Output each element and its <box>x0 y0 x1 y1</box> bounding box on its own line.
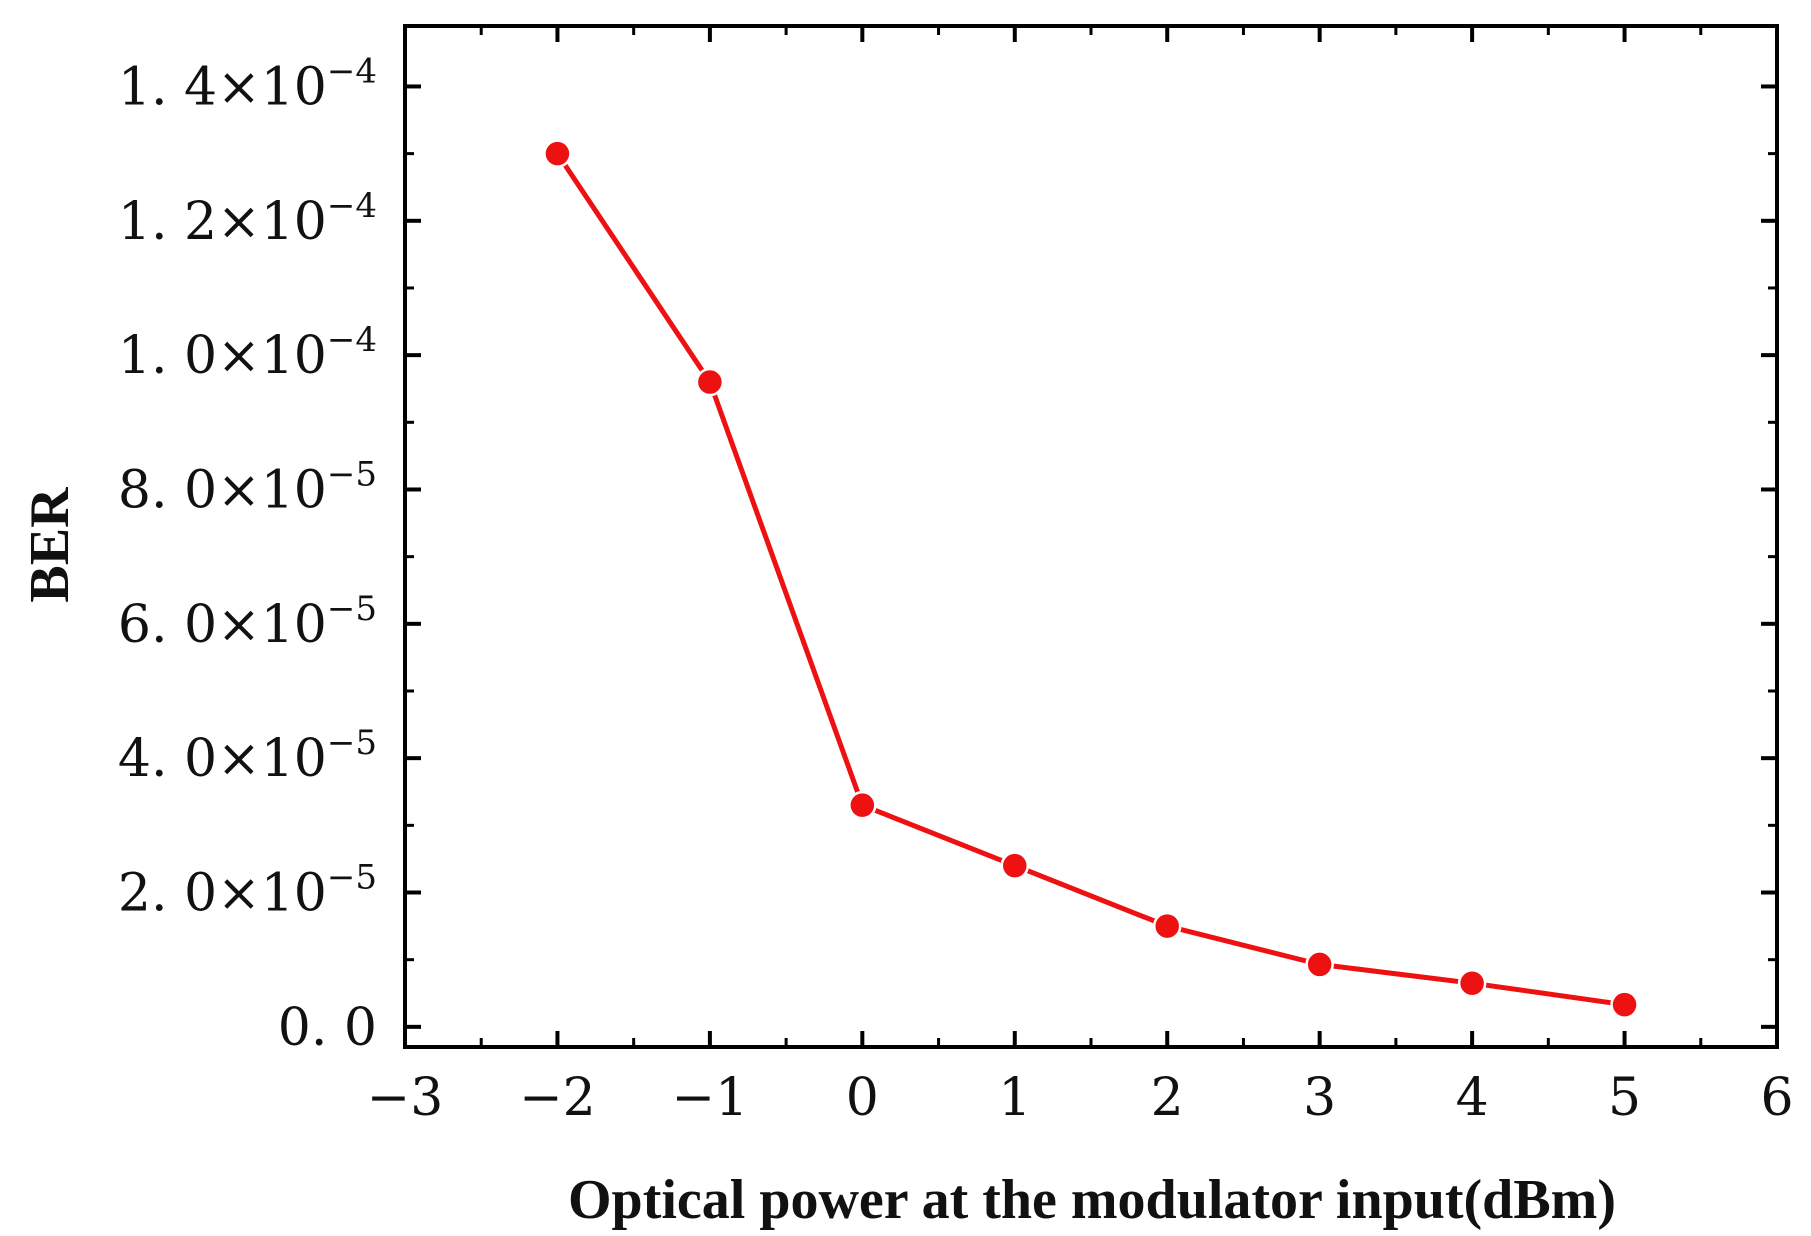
ber-data-point <box>695 367 725 397</box>
y-tick-label: 2. 0×10−5 <box>118 858 377 924</box>
y-tick-label: 1. 2×10−4 <box>118 186 377 252</box>
x-tick-label: 6 <box>1760 1068 1793 1128</box>
ber-data-point <box>1305 950 1334 979</box>
y-tick-label: 8. 0×10−5 <box>118 454 377 520</box>
y-tick-label: 1. 4×10−4 <box>118 51 377 117</box>
y-tick-label: 0. 0 <box>278 998 377 1058</box>
x-axis-title: Optical power at the modulator input(dBm… <box>568 1169 1616 1231</box>
x-tick-label: 1 <box>998 1068 1031 1128</box>
ber-data-point <box>543 139 572 168</box>
y-tick-label: 6. 0×10−5 <box>118 589 377 655</box>
x-tick-label: 4 <box>1456 1068 1489 1128</box>
x-axis-ticks: −3 −2 −1 0 1 2 3 4 5 6 <box>367 26 1794 1128</box>
y-axis-title: BER <box>19 487 81 603</box>
x-tick-label: −2 <box>519 1068 596 1128</box>
ber-data-point <box>1457 968 1487 998</box>
y-tick-label: 4. 0×10−5 <box>118 723 377 789</box>
y-tick-label: 1. 0×10−4 <box>118 320 377 386</box>
y-axis-ticks: 0. 0 2. 0×10−5 4. 0×10−5 6. 0×10−5 8. 0×10−5… <box>118 51 1777 1058</box>
ber-data-point <box>1000 851 1030 880</box>
series-layer <box>543 139 1639 1019</box>
x-tick-label: 2 <box>1151 1068 1184 1128</box>
x-tick-label: 3 <box>1303 1068 1336 1128</box>
ber-data-point <box>1152 911 1182 941</box>
x-tick-label: 5 <box>1608 1068 1641 1128</box>
x-tick-label: −1 <box>672 1068 749 1128</box>
ber-series-line <box>555 152 1625 1008</box>
ber-data-point <box>1610 990 1639 1019</box>
ber-data-point <box>848 790 877 820</box>
x-tick-label: −3 <box>367 1068 444 1128</box>
x-tick-label: 0 <box>846 1068 879 1128</box>
